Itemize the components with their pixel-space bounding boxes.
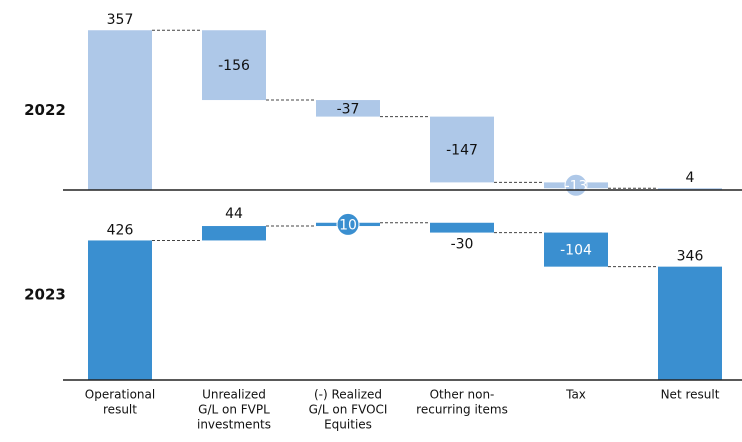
x-tick-label: G/L on FVPL — [198, 403, 270, 417]
data-label: 4 — [686, 170, 695, 186]
bar — [202, 30, 266, 101]
x-tick-label: Other non- — [430, 388, 495, 402]
data-label: -156 — [218, 58, 250, 74]
bar — [544, 232, 608, 267]
x-tick-label: G/L on FVOCI — [309, 403, 388, 417]
data-label: -104 — [560, 243, 592, 259]
bar — [658, 266, 722, 380]
data-label: 357 — [107, 12, 134, 28]
year-label: 2023 — [24, 286, 66, 304]
bar — [88, 240, 152, 380]
year-label: 2022 — [24, 101, 66, 119]
label-badge — [336, 212, 360, 236]
bar — [658, 188, 722, 190]
x-tick-label: Operational — [85, 388, 155, 402]
x-tick-label: recurring items — [416, 403, 508, 417]
data-label: 346 — [677, 249, 704, 265]
x-tick-label: Tax — [565, 388, 586, 402]
x-tick-label: Unrealized — [202, 388, 266, 402]
data-label: -13 — [565, 178, 588, 194]
data-label: -37 — [337, 101, 360, 117]
x-tick-label: (-) Realized — [314, 388, 382, 402]
x-tick-label: result — [103, 403, 137, 417]
bar — [430, 116, 494, 183]
x-tick-label: Equities — [324, 418, 372, 432]
data-label: 426 — [107, 222, 134, 238]
data-label: 10 — [339, 217, 357, 233]
data-label: 44 — [225, 206, 243, 222]
bar — [202, 226, 266, 241]
bar — [316, 100, 380, 117]
x-tick-label: investments — [197, 418, 271, 432]
x-tick-label: Net result — [661, 388, 720, 402]
data-label: -30 — [451, 237, 474, 253]
data-label: -147 — [446, 143, 478, 159]
bar — [88, 30, 152, 191]
bar — [430, 222, 494, 233]
label-badge — [564, 173, 588, 197]
